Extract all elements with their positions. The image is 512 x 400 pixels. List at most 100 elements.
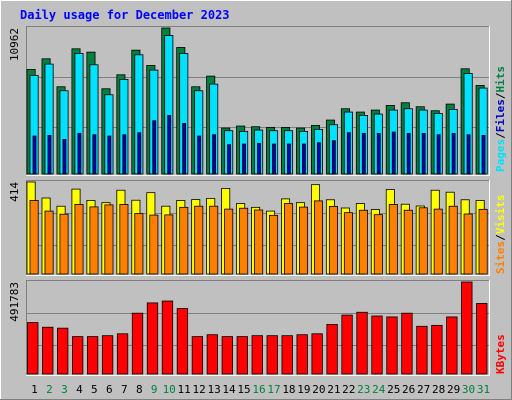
bar-sites-day-27 — [418, 207, 428, 275]
x-tick-label: 24 — [372, 383, 386, 396]
x-tick-label: 8 — [136, 383, 143, 396]
bar-sites-day-11 — [179, 206, 189, 275]
bar-pages-day-26 — [406, 132, 411, 175]
bar-sites-day-16 — [254, 209, 264, 275]
x-tick-label: 10 — [163, 383, 176, 396]
bar-kbytes-day-17 — [266, 335, 278, 375]
bar-sites-day-13 — [209, 205, 219, 275]
bar-pages-day-8 — [137, 132, 142, 175]
bar-kbytes-day-4 — [72, 336, 84, 375]
bar-pages-day-5 — [92, 134, 97, 175]
legend-separator: / — [494, 234, 507, 241]
x-tick-label: 22 — [342, 383, 355, 396]
bar-kbytes-day-19 — [296, 334, 308, 375]
bar-sites-day-9 — [149, 214, 159, 275]
bar-sites-day-23 — [358, 209, 368, 275]
chart-title: Daily usage for December 2023 — [20, 8, 230, 22]
x-tick-label: 26 — [402, 383, 415, 396]
x-tick-label: 15 — [237, 383, 250, 396]
chart-panels: 10962 414 491783 — [8, 26, 490, 376]
x-tick-label: 31 — [477, 383, 490, 396]
series-kbytes — [27, 281, 488, 375]
bar-kbytes-day-5 — [86, 336, 99, 375]
x-tick-label: 5 — [91, 383, 98, 396]
x-tick-label: 20 — [312, 383, 325, 396]
series-sites — [29, 200, 488, 275]
bar-pages-day-23 — [361, 132, 366, 175]
bar-sites-day-8 — [134, 213, 144, 275]
bar-sites-day-2 — [44, 210, 54, 275]
x-tick-label: 9 — [151, 383, 158, 396]
x-tick-label: 17 — [267, 383, 280, 396]
panel-max-label: 414 — [8, 182, 21, 202]
bar-kbytes-day-1 — [27, 322, 39, 375]
bar-kbytes-day-15 — [236, 336, 248, 375]
bar-pages-day-24 — [376, 132, 381, 175]
x-tick-label: 3 — [61, 383, 68, 396]
bar-pages-day-18 — [287, 143, 291, 175]
x-tick-label: 12 — [193, 383, 206, 396]
bar-sites-day-20 — [313, 200, 323, 275]
panel-hits-files-pages: 10962 — [8, 26, 490, 176]
bar-kbytes-day-13 — [206, 334, 219, 375]
bar-kbytes-day-29 — [446, 316, 458, 375]
bar-kbytes-day-27 — [416, 325, 428, 375]
bar-sites-day-3 — [59, 213, 69, 275]
bar-pages-day-4 — [77, 132, 82, 175]
bar-sites-day-4 — [74, 204, 84, 275]
bar-sites-day-17 — [269, 214, 279, 275]
bar-pages-day-28 — [436, 134, 441, 175]
x-tick-label: 4 — [76, 383, 83, 396]
bar-sites-day-18 — [284, 203, 294, 275]
series-pages — [32, 115, 486, 175]
x-tick-label: 14 — [222, 383, 236, 396]
bar-kbytes-day-26 — [401, 312, 413, 375]
panel-max-label: 10962 — [8, 28, 21, 61]
x-tick-label: 7 — [121, 383, 128, 396]
bar-kbytes-day-23 — [356, 311, 368, 375]
x-tick-label: 21 — [327, 383, 340, 396]
bar-pages-day-29 — [451, 132, 456, 175]
x-tick-label: 28 — [432, 383, 445, 396]
panel-max-label: 491783 — [8, 282, 21, 322]
x-tick-label: 23 — [357, 383, 370, 396]
bar-kbytes-day-11 — [176, 308, 189, 375]
legend-separator: / — [494, 92, 507, 99]
bar-pages-day-27 — [421, 132, 426, 175]
x-tick-label: 25 — [387, 383, 400, 396]
bar-pages-day-17 — [272, 143, 276, 175]
bar-pages-day-31 — [481, 134, 486, 175]
bar-kbytes-day-28 — [431, 324, 443, 375]
bar-kbytes-day-12 — [191, 336, 204, 375]
legend-panel-1: Pages/Files/Hits — [494, 66, 507, 172]
bar-sites-day-19 — [299, 206, 309, 275]
bar-sites-day-22 — [343, 212, 353, 275]
bar-sites-day-14 — [224, 208, 234, 275]
bar-pages-day-19 — [302, 143, 306, 175]
bar-pages-day-13 — [212, 134, 217, 175]
bar-kbytes-day-6 — [101, 335, 114, 375]
bar-sites-day-7 — [119, 204, 129, 275]
bar-kbytes-day-21 — [326, 324, 338, 375]
bar-sites-day-5 — [89, 206, 99, 275]
bar-pages-day-22 — [346, 132, 351, 175]
bar-sites-day-26 — [403, 209, 413, 275]
x-tick-label: 18 — [282, 383, 295, 396]
bar-kbytes-day-31 — [476, 303, 488, 375]
bar-kbytes-day-2 — [42, 326, 54, 375]
bar-pages-day-20 — [316, 142, 321, 175]
bar-kbytes-day-24 — [371, 315, 383, 375]
legend-hits: Hits — [494, 66, 507, 93]
legend-panel-2: Sites/Visits — [494, 195, 507, 275]
x-tick-label: 1 — [31, 383, 38, 396]
legend-visits: Visits — [494, 195, 507, 235]
bar-pages-day-12 — [197, 135, 202, 175]
bar-sites-day-30 — [463, 213, 473, 275]
bar-pages-day-11 — [182, 122, 187, 175]
bar-sites-day-1 — [29, 200, 39, 275]
x-tick-label: 27 — [417, 383, 430, 396]
bar-kbytes-day-16 — [251, 335, 263, 375]
bar-pages-day-25 — [391, 131, 396, 175]
bar-sites-day-10 — [164, 214, 174, 275]
